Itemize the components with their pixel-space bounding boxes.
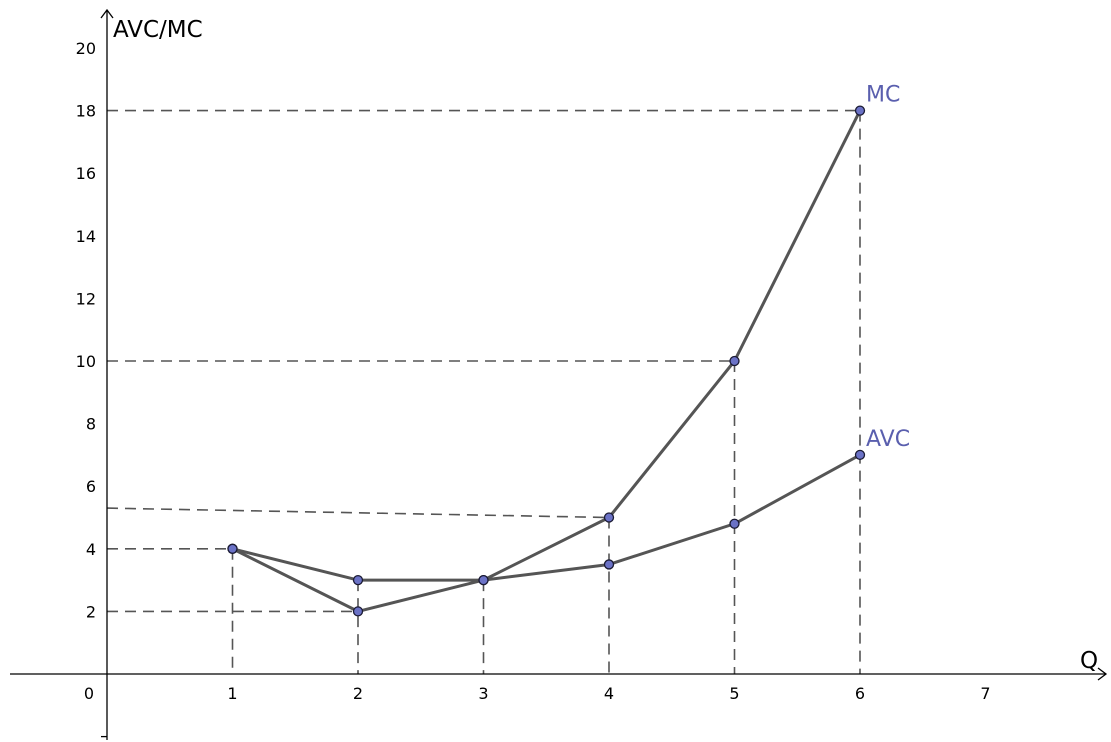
x-tick-label-1: 1 xyxy=(227,684,237,703)
point-avc-4 xyxy=(603,559,615,570)
x-tick-label-4: 4 xyxy=(604,684,614,703)
point-avc-3 xyxy=(478,574,489,586)
y-tick-label-12: 12 xyxy=(76,289,96,308)
y-tick-label-14: 14 xyxy=(76,227,96,246)
y-tick-label-6: 6 xyxy=(86,477,96,496)
point-avc-5 xyxy=(729,518,740,529)
x-axis-arrow xyxy=(1097,667,1108,681)
x-tick-label-7: 7 xyxy=(980,684,990,703)
series-line-mc xyxy=(231,109,862,613)
x-axis-title: Q xyxy=(1080,648,1098,674)
y-tick-label-4: 4 xyxy=(86,540,96,559)
sloped-guide xyxy=(106,507,610,519)
guide-lines xyxy=(106,109,861,674)
y-tick-label-2: 2 xyxy=(86,602,96,621)
series-labels: MC AVC xyxy=(866,83,910,452)
y-tick-label-16: 16 xyxy=(76,164,96,183)
point-mc-6 xyxy=(854,105,866,116)
series-label-mc: MC xyxy=(866,83,900,108)
y-axis-arrow xyxy=(100,8,114,19)
series-line-avc xyxy=(232,453,861,582)
y-tick-label-8: 8 xyxy=(86,415,96,434)
point-mc-2 xyxy=(352,606,364,617)
x-tick-label-2: 2 xyxy=(353,684,363,703)
point-mc-4 xyxy=(603,512,615,523)
series-lines xyxy=(231,109,862,613)
point-avc-2 xyxy=(352,574,364,586)
point-mc-5 xyxy=(729,355,740,367)
y-tick-label-18: 18 xyxy=(76,102,96,121)
data-points xyxy=(227,105,866,617)
y-tick-label-10: 10 xyxy=(76,352,96,371)
origin-label: 0 xyxy=(84,684,94,703)
x-tick-label-3: 3 xyxy=(478,684,488,703)
y-axis-title: AVC/MC xyxy=(113,17,203,43)
point-avc-6 xyxy=(854,449,866,461)
x-tick-label-6: 6 xyxy=(855,684,865,703)
series-label-avc: AVC xyxy=(866,427,910,452)
y-tick-label-20: 20 xyxy=(76,39,96,58)
point-avc-1 xyxy=(227,543,238,554)
x-tick-label-5: 5 xyxy=(729,684,739,703)
axes xyxy=(10,8,1108,740)
